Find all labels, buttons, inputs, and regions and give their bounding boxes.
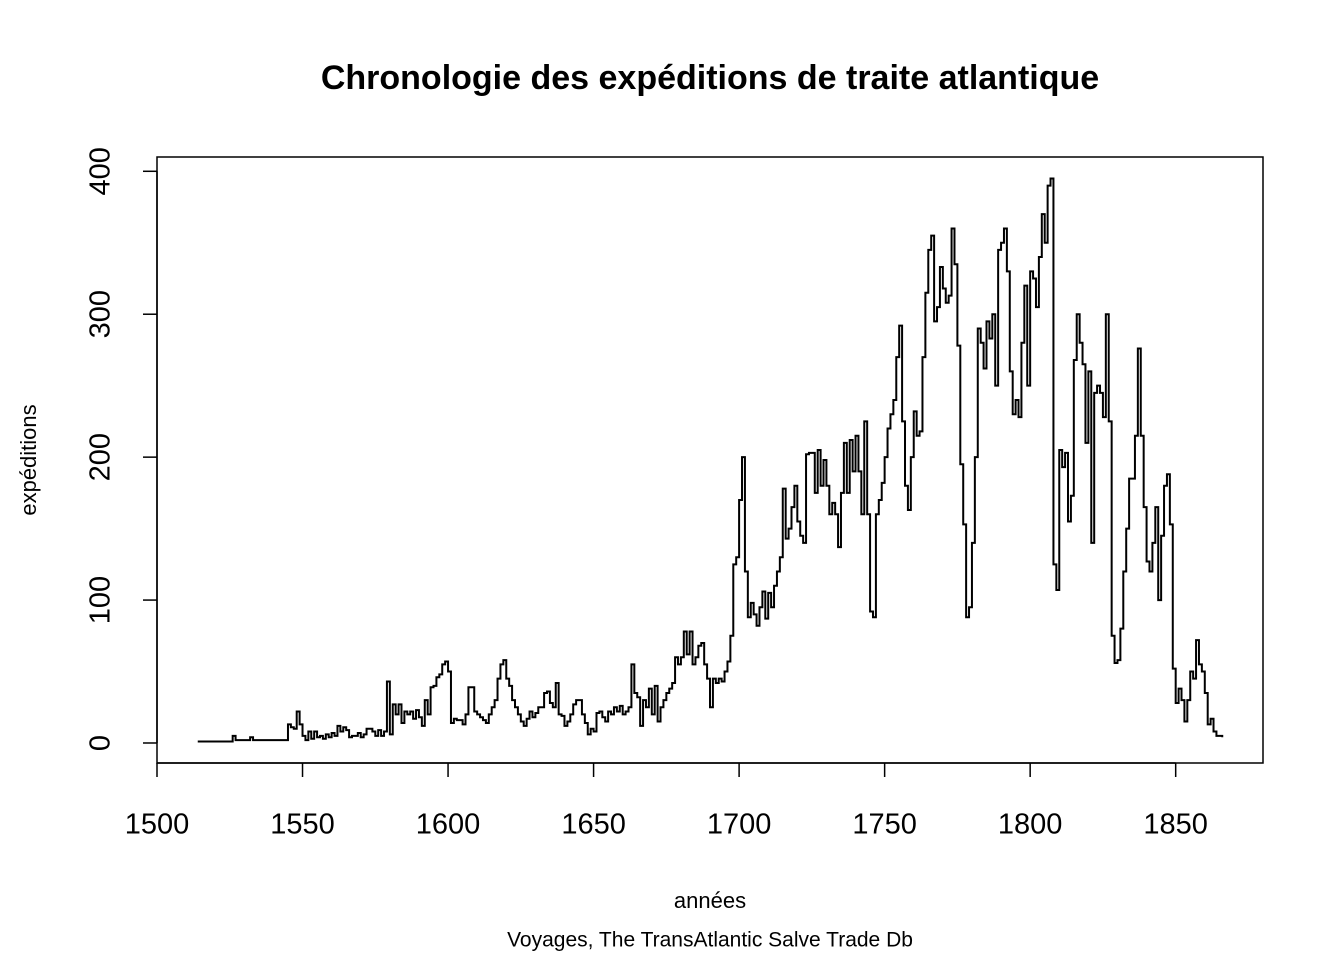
y-axis-label: expéditions [16,404,41,515]
x-tick-label: 1650 [561,809,626,841]
y-tick-label: 100 [85,576,117,624]
caption: Voyages, The TransAtlantic Salve Trade D… [507,929,913,952]
y-tick-label: 200 [85,433,117,481]
x-tick-label: 1800 [998,809,1063,841]
x-axis-label: années [674,888,746,913]
step-line [197,177,1224,743]
y-tick-label: 300 [85,290,117,338]
x-tick-label: 1700 [707,809,772,841]
x-tick-label: 1850 [1143,809,1208,841]
x-tick-label: 1600 [416,809,481,841]
x-tick-label: 1750 [852,809,917,841]
chart-title: Chronologie des expéditions de traite at… [321,59,1099,97]
x-tick-label: 1500 [125,809,190,841]
x-tick-label: 1550 [270,809,335,841]
y-tick-label: 0 [85,735,117,751]
y-tick-label: 400 [85,147,117,195]
